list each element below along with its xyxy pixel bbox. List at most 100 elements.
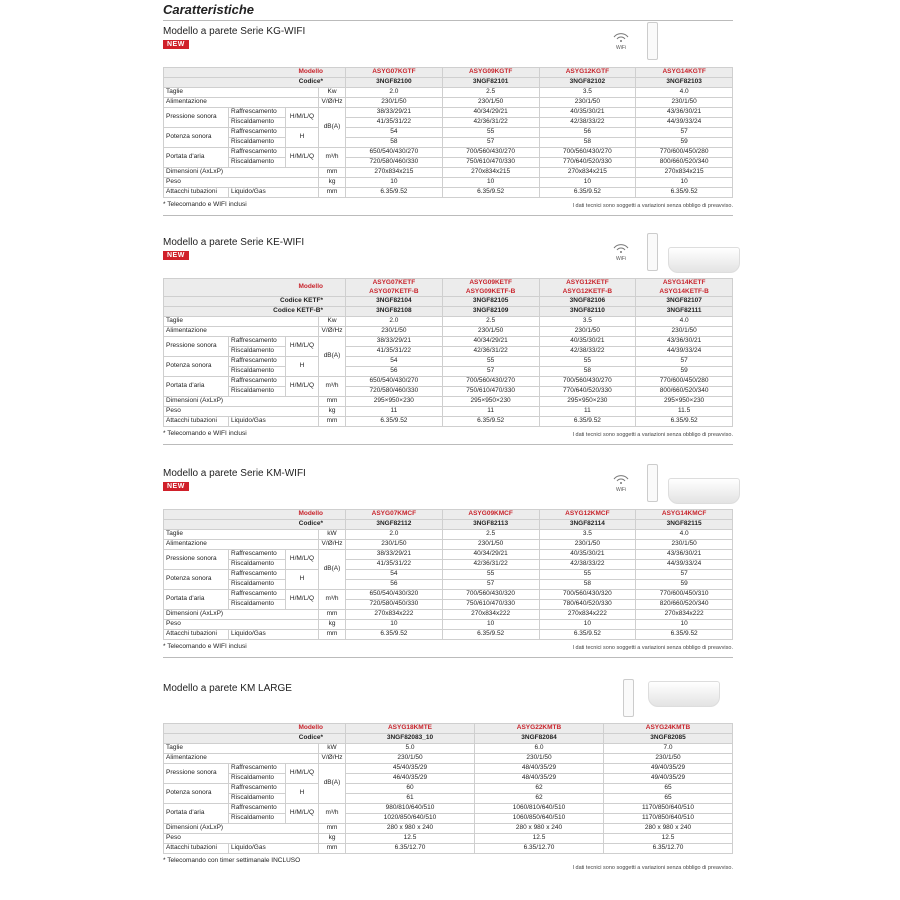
unit: mm (318, 823, 346, 834)
unit: kW (318, 743, 346, 754)
spec-value: 40/34/29/21 (441, 336, 540, 347)
spec-value: 2.5 (441, 529, 540, 540)
spec-value: 65 (603, 793, 733, 804)
spec-value: 6.35/9.52 (538, 416, 637, 427)
spec-row: Taglie Kw 2.0 2.5 3.5 4.0 (163, 316, 733, 327)
ac-unit-image (648, 681, 720, 707)
spec-value: 280 x 980 x 240 (603, 823, 733, 834)
model-name: ASYG14KETF ASYG14KETF-B (635, 278, 733, 297)
spec-value: 42/36/31/22 (441, 559, 540, 570)
mode: H/M/L/Q (285, 803, 319, 824)
row-label: Alimentazione (163, 97, 319, 108)
spec-value: 230/1/50 (603, 753, 733, 764)
spec-value: 40/35/30/21 (538, 336, 637, 347)
spec-row: Portata d'aria Raffrescamento H/M/L/Q m³/h 6… (163, 589, 733, 610)
spec-value: 280 x 980 x 240 (474, 823, 604, 834)
footnote: * Telecomando e WIFI inclusi (163, 201, 247, 208)
spec-value: 270x834x222 (635, 609, 733, 620)
spec-value: 650/540/430/270 (345, 147, 443, 158)
spec-row: Alimentazione V/Ø/Hz 230/1/50 230/1/50 230/1… (163, 97, 733, 108)
row-label: Portata d'aria (163, 803, 229, 824)
spec-value: 54 (345, 127, 443, 138)
spec-value: 230/1/50 (345, 97, 443, 108)
unit: m³/h (318, 803, 346, 824)
row-note: Liquido/Gas (228, 416, 319, 427)
spec-row: Taglie kW 2.0 2.5 3.5 4.0 (163, 529, 733, 540)
footnote: * Telecomando con timer settimanale INCL… (163, 857, 301, 864)
sub-label: Raffrescamento (228, 783, 286, 794)
unit: Kw (318, 87, 346, 98)
spec-value: 270x834x222 (441, 609, 540, 620)
spec-value: 1170/850/640/510 (603, 803, 733, 814)
spec-value: 42/36/31/22 (441, 117, 540, 128)
sub-label: Riscaldamento (228, 773, 286, 784)
spec-value: 57 (635, 127, 733, 138)
spec-row: Taglie kW 5.0 6.0 7.0 (163, 743, 733, 754)
spec-value: 770/640/520/330 (538, 157, 637, 168)
spec-value: 54 (345, 356, 443, 367)
model-line: ASYG12KMCF (565, 510, 610, 518)
sub-label: Riscaldamento (228, 579, 286, 590)
spec-value: 6.35/9.52 (635, 187, 733, 198)
spec-value: 6.35/9.52 (538, 629, 637, 640)
spec-value: 6.35/9.52 (441, 416, 540, 427)
unit: dB(A) (318, 763, 346, 804)
spec-value: 55 (441, 569, 540, 580)
model-name: ASYG14KMCF (635, 509, 733, 520)
remote-image (647, 22, 658, 60)
spec-value: 57 (441, 366, 540, 377)
spec-value: 46/40/35/29 (345, 773, 475, 784)
ac-unit-image (668, 247, 740, 273)
spec-value: 280 x 980 x 240 (345, 823, 475, 834)
spec-value: 770/600/450/280 (635, 376, 733, 387)
title-rule (163, 20, 733, 21)
unit: kW (318, 529, 346, 540)
spec-value: 770/600/450/310 (635, 589, 733, 600)
row-label: Alimentazione (163, 326, 319, 337)
model-label: Modello (163, 278, 346, 297)
spec-value: 57 (635, 569, 733, 580)
row-label: Attacchi tubazioni (163, 629, 229, 640)
spec-value: 60 (345, 783, 475, 794)
spec-row: Riscaldamento 720/580/460/330 750/610/470/… (164, 157, 733, 168)
spec-row: Alimentazione V/Ø/Hz 230/1/50 230/1/50 230/1… (163, 539, 733, 550)
unit: kg (318, 833, 346, 844)
spec-value: 230/1/50 (635, 326, 733, 337)
spec-value: 6.35/9.52 (635, 416, 733, 427)
spec-value: 295×950×230 (635, 396, 733, 407)
spec-value: 770/600/450/280 (635, 147, 733, 158)
unit: kg (318, 177, 346, 188)
spec-value: 6.35/9.52 (345, 187, 443, 198)
unit: dB(A) (318, 336, 346, 377)
mode: H/M/L/Q (285, 549, 319, 570)
code-value: 3NGF82105 (441, 296, 540, 307)
spec-value: 48/40/35/29 (474, 773, 604, 784)
new-badge: NEW (163, 40, 189, 49)
spec-value: 48/40/35/29 (474, 763, 604, 774)
spec-value: 11 (441, 406, 540, 417)
spec-row: Pressione sonora Raffrescamento H/M/L/Q dB(… (163, 107, 733, 148)
disclaimer: I dati tecnici sono soggetti a variazion… (572, 865, 733, 871)
model-line: ASYG07KETF-B (369, 287, 419, 295)
spec-value: 43/36/30/21 (635, 107, 733, 118)
spec-value: 59 (635, 579, 733, 590)
spec-value: 55 (441, 356, 540, 367)
section-rule (163, 657, 733, 658)
model-name: ASYG07KGTF (345, 67, 443, 78)
spec-value: 295×950×230 (345, 396, 443, 407)
spec-value: 700/560/430/320 (441, 589, 540, 600)
model-name: ASYG09KETF ASYG09KETF-B (441, 278, 540, 297)
spec-value: 38/33/29/21 (345, 107, 443, 118)
sub-label: Riscaldamento (228, 813, 286, 824)
sub-label: Raffrescamento (228, 763, 286, 774)
spec-value: 40/35/30/21 (538, 549, 637, 560)
code-value: 3NGF82085 (603, 733, 733, 744)
sub-label: Riscaldamento (228, 346, 286, 357)
spec-value: 230/1/50 (345, 753, 475, 764)
mode: H (285, 127, 319, 148)
code-label: Codice KETF-B* (163, 306, 346, 317)
model-line: ASYG14KETF-B (659, 287, 709, 295)
row-label: Portata d'aria (163, 589, 229, 610)
spec-value: 1060/810/640/510 (474, 803, 604, 814)
remote-image (647, 233, 658, 271)
